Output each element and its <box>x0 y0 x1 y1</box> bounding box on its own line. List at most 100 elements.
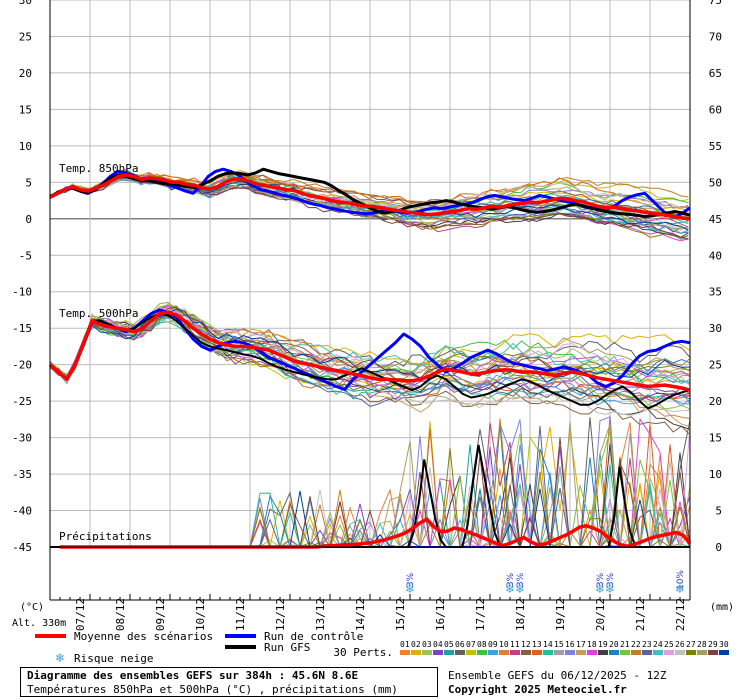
left-tick-label: 15 <box>19 103 32 116</box>
right-tick-label: 75 <box>709 0 722 7</box>
snowflake-icon: ❄ <box>595 582 605 596</box>
legend-pert-id: 01 <box>400 640 410 649</box>
legend-pert-swatch <box>686 650 696 655</box>
snow-risk-label: 3% <box>596 572 606 587</box>
legend-pert-swatch <box>532 650 542 655</box>
legend-label-control: Run de contrôle <box>264 630 363 643</box>
legend-pert-swatch <box>719 650 729 655</box>
legend-pert-swatch <box>466 650 476 655</box>
legend-pert-id: 06 <box>455 640 465 649</box>
legend-pert-id: 13 <box>532 640 542 649</box>
legend-pert-id: 09 <box>488 640 498 649</box>
legend-pert-swatch <box>543 650 553 655</box>
legend-pert-id: 29 <box>708 640 718 649</box>
main-series-lines <box>48 167 692 549</box>
pert-line-t850 <box>49 170 689 239</box>
legend-pert-id: 23 <box>642 640 652 649</box>
legend-pert-swatch <box>653 650 663 655</box>
left-tick-label: -30 <box>12 432 32 445</box>
left-tick-label: 20 <box>19 67 32 80</box>
snow-risk-label: 10% <box>676 570 686 590</box>
snow-risk-label: 3% <box>606 572 616 587</box>
left-tick-label: 0 <box>25 213 32 226</box>
right-tick-label: 35 <box>709 286 722 299</box>
legend-pert-swatch <box>400 650 410 655</box>
x-tick-label: 17/12 <box>474 598 487 631</box>
right-tick-label: 65 <box>709 67 722 80</box>
legend-pert-swatch <box>477 650 487 655</box>
left-unit: (°C) <box>20 602 44 613</box>
panel-label-t500: Temp. 500hPa <box>59 307 138 320</box>
left-tick-label: 10 <box>19 140 32 153</box>
right-tick-label: 55 <box>709 140 722 153</box>
snowflake-icon: ❄ <box>405 582 415 596</box>
snow-risk-label: 3% <box>516 572 526 587</box>
right-tick-label: 60 <box>709 103 722 116</box>
snowflake-icon: ❄ <box>675 582 685 596</box>
pert-line-t500 <box>49 318 691 416</box>
x-tick-label: 12/12 <box>274 598 287 631</box>
x-tick-label: 07/12 <box>74 598 87 631</box>
right-tick-label: 45 <box>709 213 722 226</box>
legend-pert-id: 17 <box>576 640 586 649</box>
legend-pert-swatch <box>609 650 619 655</box>
left-tick-label: 30 <box>19 0 32 7</box>
legend-pert-id: 24 <box>653 640 663 649</box>
legend-pert-swatch <box>455 650 465 655</box>
pert-line-t500 <box>49 313 691 385</box>
legend-pert-id: 16 <box>565 640 575 649</box>
legend-pert-id: 20 <box>609 640 619 649</box>
legend-pert-swatch <box>664 650 674 655</box>
pert-line-t500 <box>49 306 691 402</box>
pert-line-t500 <box>49 313 691 385</box>
legend-pert-id: 27 <box>686 640 696 649</box>
x-tick-label: 22/12 <box>674 598 687 631</box>
right-unit: (mm) <box>710 602 734 613</box>
right-tick-label: 70 <box>709 30 722 43</box>
snowflake-icon: ❄ <box>515 582 525 596</box>
legend-pert-id: 04 <box>433 640 443 649</box>
x-tick-label: 13/12 <box>314 598 327 631</box>
left-tick-label: -45 <box>12 541 32 554</box>
legend-pert-id: 22 <box>631 640 641 649</box>
snow-risk-markers: 3%❄3%❄3%❄3%❄3%❄ 10%❄ <box>405 570 686 596</box>
legend-pert-swatch <box>587 650 597 655</box>
pert-line-t500 <box>49 314 691 391</box>
chart-labels: 07/12 08/12 09/12 10/12 11/12 12/12 13/12 14/12… <box>12 162 734 631</box>
legend-pert-id: 14 <box>543 640 553 649</box>
x-tick-label: 19/12 <box>554 598 567 631</box>
legend-pert-swatch <box>565 650 575 655</box>
legend-pert-id: 11 <box>510 640 520 649</box>
snow-risk-label: 3% <box>406 572 416 587</box>
right-tick-label: 15 <box>709 432 722 445</box>
caption-title: Diagramme des ensembles GEFS sur 384h : … <box>27 669 359 682</box>
panel-label-precip: Précipitations <box>59 530 152 543</box>
legend-pert-id: 07 <box>466 640 476 649</box>
legend-pert-swatch <box>521 650 531 655</box>
left-tick-label: -20 <box>12 359 32 372</box>
x-tick-label: 09/12 <box>154 598 167 631</box>
legend-pert-swatch <box>433 650 443 655</box>
right-tick-label: 5 <box>715 505 722 518</box>
legend-pert-swatch <box>510 650 520 655</box>
left-tick-label: -5 <box>19 249 32 262</box>
chart-legend: Moyenne des scénarios Run de contrôleRun … <box>35 630 729 665</box>
caption-subtitle: Températures 850hPa et 500hPa (°C) , pré… <box>27 683 398 696</box>
legend-pert-swatch <box>422 650 432 655</box>
legend-pert-id: 15 <box>554 640 564 649</box>
legend-pert-id: 19 <box>598 640 608 649</box>
panel-label-t850: Temp. 850hPa <box>59 162 138 175</box>
left-tick-label: -15 <box>12 322 32 335</box>
legend-pert-id: 21 <box>620 640 630 649</box>
legend-pert-id: 10 <box>499 640 509 649</box>
legend-pert-swatch <box>554 650 564 655</box>
x-tick-label: 20/12 <box>594 598 607 631</box>
copyright: Copyright 2025 Meteociel.fr <box>448 683 627 696</box>
legend-perts-label: 30 Perts. <box>333 646 393 659</box>
right-tick-label: 20 <box>709 395 722 408</box>
right-tick-label: 10 <box>709 468 722 481</box>
legend-pert-swatch <box>642 650 652 655</box>
left-tick-label: -25 <box>12 395 32 408</box>
legend-pert-swatch <box>598 650 608 655</box>
